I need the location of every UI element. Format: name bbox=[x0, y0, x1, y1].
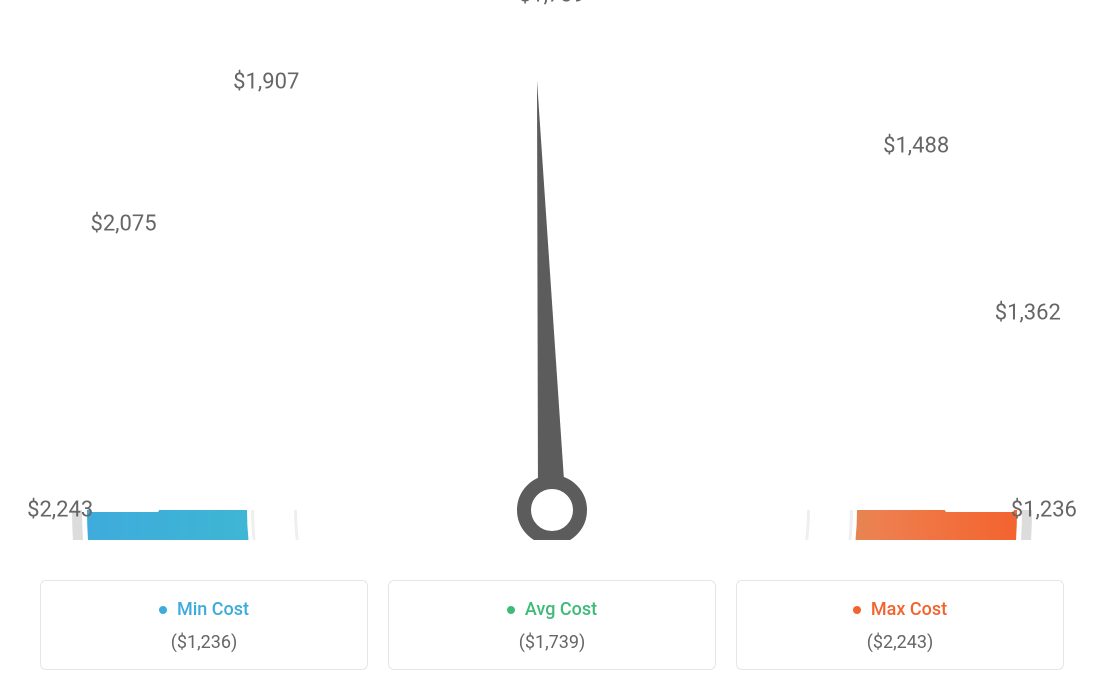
gauge-needle bbox=[537, 80, 566, 510]
gauge-tick bbox=[101, 420, 140, 428]
dot-icon bbox=[853, 606, 861, 614]
legend-title-text: Avg Cost bbox=[525, 599, 597, 620]
gauge-svg bbox=[52, 20, 1052, 540]
gauge-tick bbox=[831, 185, 877, 231]
legend-card-min: Min Cost ($1,236) bbox=[40, 580, 368, 671]
legend-title-text: Min Cost bbox=[177, 599, 249, 620]
gauge-tick-label: $1,236 bbox=[1011, 498, 1077, 523]
gauge-tick bbox=[901, 254, 934, 276]
gauge-tick-label: $1,488 bbox=[883, 133, 949, 158]
legend-value-min: ($1,236) bbox=[61, 632, 347, 653]
gauge-tick bbox=[169, 255, 223, 291]
gauge-tick bbox=[634, 59, 642, 98]
gauge-tick-label: $2,075 bbox=[90, 212, 156, 237]
gauge-tick bbox=[227, 185, 255, 213]
gauge-needle-hub bbox=[524, 482, 580, 538]
gauge-tick bbox=[964, 420, 1003, 428]
legend-title-max: Max Cost bbox=[853, 599, 947, 620]
dot-icon bbox=[507, 606, 515, 614]
gauge-tick bbox=[462, 59, 470, 98]
cost-gauge-chart: $1,236 $1,362 $1,488 $1,739 $1,907 $2,075 $2,2… bbox=[0, 0, 1104, 690]
gauge-tick bbox=[127, 334, 164, 349]
gauge-tick bbox=[785, 128, 807, 161]
legend-value-max: ($2,243) bbox=[757, 632, 1043, 653]
gauge-tick bbox=[917, 334, 977, 359]
gauge-area: $1,236 $1,362 $1,488 $1,739 $1,907 $2,075 $2,2… bbox=[0, 0, 1104, 555]
gauge-tick-label: $2,243 bbox=[27, 498, 93, 523]
legend-card-avg: Avg Cost ($1,739) bbox=[388, 580, 716, 671]
gauge-tick-label: $1,362 bbox=[995, 300, 1061, 325]
gauge-tick-label: $1,739 bbox=[519, 0, 585, 8]
legend-title-avg: Avg Cost bbox=[507, 599, 597, 620]
legend-row: Min Cost ($1,236) Avg Cost ($1,739) Max … bbox=[40, 580, 1064, 671]
legend-title-text: Max Cost bbox=[871, 599, 947, 620]
legend-title-min: Min Cost bbox=[159, 599, 249, 620]
gauge-tick bbox=[297, 127, 333, 181]
legend-value-avg: ($1,739) bbox=[409, 632, 695, 653]
gauge-tick bbox=[713, 85, 728, 122]
gauge-tick bbox=[376, 85, 391, 122]
dot-icon bbox=[159, 606, 167, 614]
gauge-tick-label: $1,907 bbox=[233, 69, 299, 94]
legend-card-max: Max Cost ($2,243) bbox=[736, 580, 1064, 671]
